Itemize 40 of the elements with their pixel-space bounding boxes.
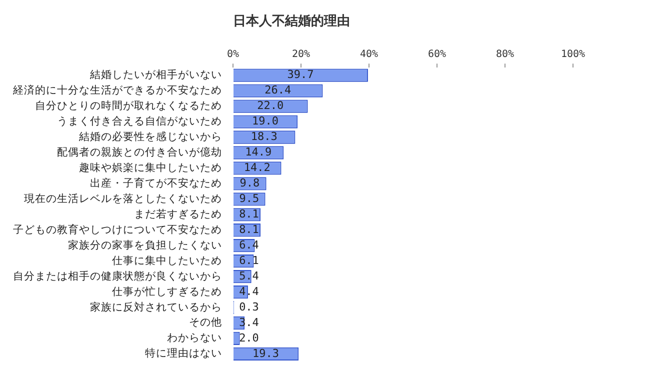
x-tick-label: 0%	[226, 49, 240, 60]
y-tick-label: 仕事に集中したいため	[112, 254, 222, 267]
data-label: 8.1	[239, 208, 259, 221]
y-tick-label: 結婚の必要性を感じないから	[78, 130, 222, 143]
data-label: 39.7	[287, 68, 314, 82]
y-tick-label: 自分ひとりの時間が取れなくなるため	[35, 99, 222, 112]
data-label: 26.4	[264, 84, 292, 97]
y-tick-label: 現在の生活レベルを落としたくないため	[24, 192, 222, 205]
y-tick-label: まだ若すぎるため	[134, 207, 222, 220]
y-tick-label: 結婚したいが相手がいない	[89, 68, 222, 82]
data-label: 18.3	[250, 130, 278, 144]
x-tick-label: 60%	[428, 49, 446, 60]
y-tick-label: 配偶者の親族との付き合いが億劫	[57, 145, 222, 158]
y-tick-label: 出産・子育てが不安なため	[90, 176, 222, 190]
y-tick-label: 家族分の家事を負担したくない	[68, 238, 222, 252]
chart-title: 日本人不結婚的理由	[233, 14, 350, 30]
y-tick-label: 経済的に十分な生活ができるか不安なため	[12, 84, 222, 97]
y-tick-label: 仕事が忙しすぎるため	[112, 284, 222, 298]
data-label: 14.2	[244, 161, 270, 174]
y-tick-label: 家族に反対されているから	[90, 300, 222, 314]
data-label: 8.1	[239, 222, 259, 236]
data-label: 9.5	[239, 192, 260, 206]
x-tick-label: 80%	[496, 49, 514, 60]
data-label: 2.0	[239, 331, 259, 344]
x-tick-label: 100%	[560, 49, 586, 60]
y-tick-label: 特に理由はない	[145, 346, 222, 360]
x-tick-label: 20%	[292, 49, 310, 60]
data-label: 19.0	[252, 114, 279, 128]
y-tick-label: わからない	[167, 332, 222, 344]
data-label: 0.3	[239, 300, 259, 314]
data-label: 22.0	[257, 99, 284, 112]
y-tick-label: 子どもの教育やしつけについて不安なため	[13, 222, 222, 236]
data-label: 19.3	[252, 346, 280, 360]
data-label: 9.8	[240, 176, 260, 190]
y-tick-label: うまく付き合える自信がないため	[57, 114, 222, 128]
y-tick-label: 自分または相手の健康状態が良くないから	[13, 269, 222, 282]
y-tick-label: 趣味や娯楽に集中したいため	[79, 160, 222, 174]
x-tick-label: 40%	[360, 49, 378, 60]
data-label: 14.9	[245, 146, 272, 159]
y-tick-label: その他	[189, 316, 222, 329]
